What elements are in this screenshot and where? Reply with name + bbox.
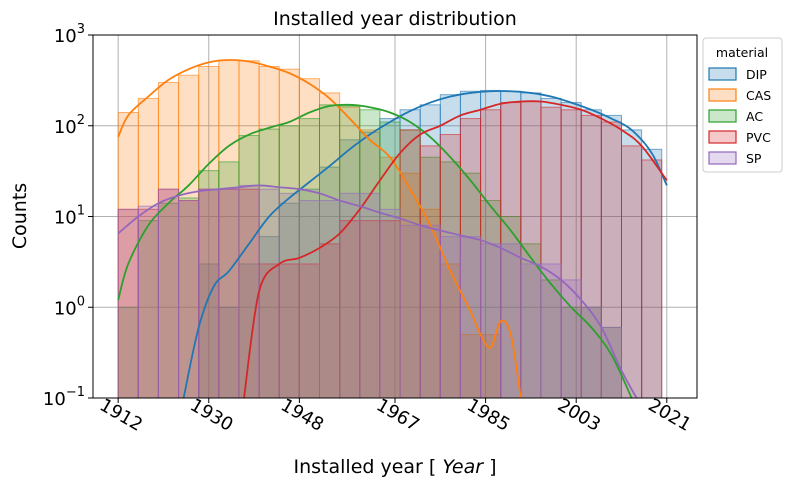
kde-ac bbox=[117, 103, 633, 398]
kde-sp bbox=[117, 184, 638, 398]
legend-label-cas: CAS bbox=[746, 88, 771, 103]
kde-curves bbox=[117, 59, 668, 398]
bar-sp bbox=[600, 326, 622, 398]
y-tick-label: 103 bbox=[54, 22, 85, 47]
legend-label-sp: SP bbox=[746, 151, 762, 166]
x-axis-label: Installed year [ Year ] bbox=[294, 456, 497, 478]
kde-dip bbox=[182, 90, 668, 398]
series-sp-bars bbox=[117, 184, 662, 398]
kde-pvc bbox=[243, 100, 668, 398]
y-axis-label: Counts bbox=[9, 183, 31, 249]
x-tick-label: 1912 bbox=[96, 395, 146, 436]
legend-label-ac: AC bbox=[746, 109, 763, 124]
x-axis-ticks: 1912 1930 1948 1967 1985 2003 2021 bbox=[96, 395, 695, 436]
legend-label-pvc: PVC bbox=[746, 130, 771, 145]
x-tick-label: 1967 bbox=[373, 395, 423, 436]
legend-label-dip: DIP bbox=[746, 67, 767, 82]
y-tick-label: 102 bbox=[54, 113, 85, 138]
legend-frame bbox=[702, 37, 783, 173]
y-tick-label: 101 bbox=[54, 204, 85, 229]
legend-title: material bbox=[716, 45, 768, 60]
legend: material DIP CAS AC PVC SP bbox=[702, 37, 783, 173]
legend-swatch-ac bbox=[708, 109, 737, 123]
y-tick-label: 100 bbox=[54, 294, 85, 319]
y-tick-label: 10−1 bbox=[43, 385, 85, 410]
x-tick-label: 1948 bbox=[277, 395, 327, 436]
legend-swatch-sp bbox=[708, 151, 737, 165]
y-axis-ticks: 10−1 100 101 102 103 bbox=[43, 22, 93, 410]
chart-title: Installed year distribution bbox=[273, 8, 517, 30]
legend-swatch-cas bbox=[708, 88, 737, 102]
series-sp-fill bbox=[118, 185, 662, 398]
legend-swatch-pvc bbox=[708, 130, 737, 144]
legend-swatch-dip bbox=[708, 67, 737, 81]
x-tick-label: 1985 bbox=[463, 395, 513, 436]
x-tick-label: 2003 bbox=[554, 395, 604, 436]
histogram-bars bbox=[117, 59, 663, 398]
x-tick-label: 2021 bbox=[644, 395, 694, 436]
x-tick-label: 1930 bbox=[186, 395, 236, 436]
kde-cas bbox=[117, 59, 522, 398]
